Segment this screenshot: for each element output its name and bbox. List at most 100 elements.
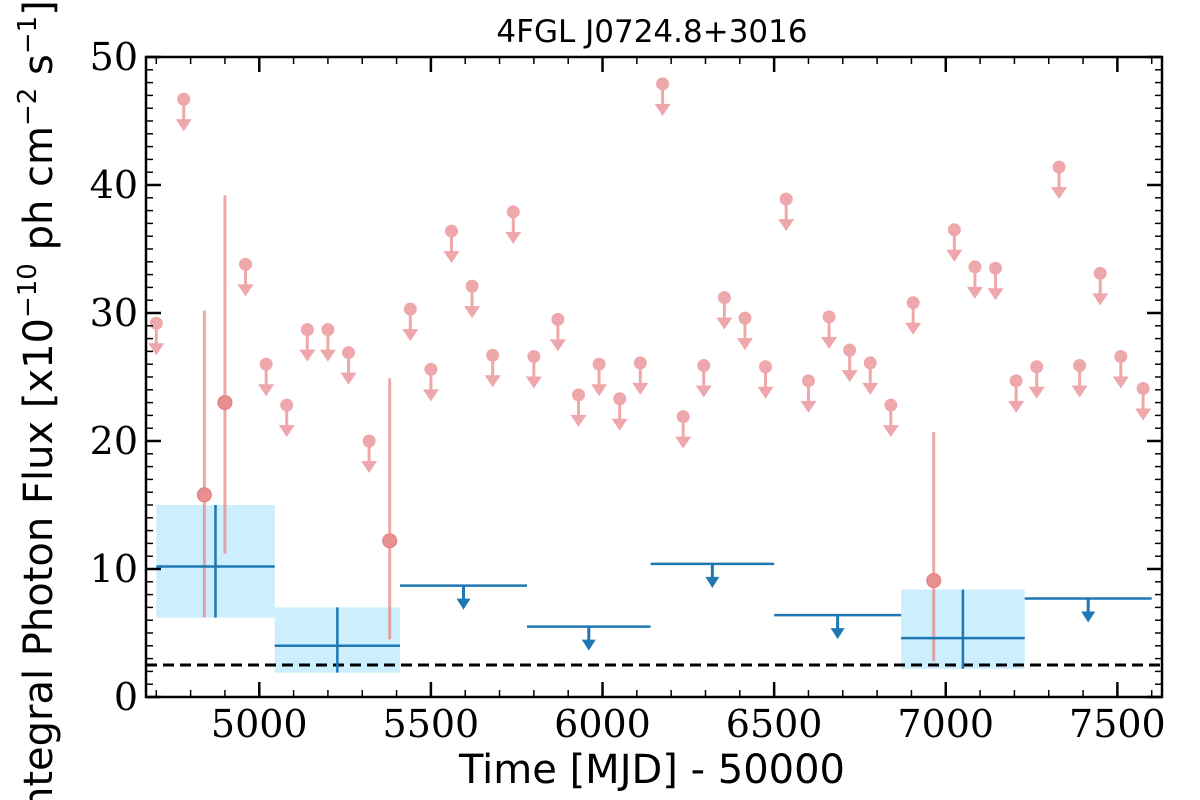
short-bin-upper-limit-point-35 bbox=[968, 260, 982, 274]
short-bin-upper-limit-27 bbox=[778, 192, 795, 232]
short-bin-upper-limit-30 bbox=[841, 343, 858, 383]
y-tick-label-20: 20 bbox=[90, 419, 138, 463]
short-bin-upper-limit-0 bbox=[148, 316, 165, 356]
short-bin-arrow-37-head bbox=[1008, 400, 1025, 413]
short-bin-upper-limit-5 bbox=[299, 323, 316, 362]
short-bin-upper-limit-point-10 bbox=[424, 362, 438, 376]
short-bin-upper-limit-point-30 bbox=[843, 343, 857, 357]
short-bin-arrow-22-head bbox=[675, 436, 692, 449]
short-bin-point-0 bbox=[196, 487, 212, 503]
short-bin-upper-limit-point-23 bbox=[697, 358, 711, 372]
x-tick-label-5500: 5500 bbox=[383, 702, 480, 746]
short-bin-arrow-13-head bbox=[484, 375, 501, 388]
short-bin-arrow-9-head bbox=[402, 329, 419, 342]
y-axis-label-exponent-2: −2 bbox=[13, 88, 43, 126]
short-bin-upper-limit-point-24 bbox=[717, 291, 731, 305]
plot-area bbox=[146, 77, 1162, 673]
short-bin-upper-limit-33 bbox=[905, 296, 922, 335]
short-bin-upper-limit-13 bbox=[484, 348, 501, 388]
y-axis-label-unit2: s bbox=[16, 54, 62, 88]
short-bin-arrow-3-head bbox=[258, 384, 275, 397]
short-bin-upper-limit-point-6 bbox=[321, 323, 335, 337]
short-bin-upper-limit-6 bbox=[319, 323, 336, 362]
short-bin-upper-limit-2 bbox=[237, 257, 254, 297]
short-bin-upper-limit-point-0 bbox=[149, 316, 163, 330]
short-bin-upper-limit-point-26 bbox=[759, 360, 773, 374]
short-bin-upper-limit-1 bbox=[175, 92, 192, 132]
short-bin-arrow-19-head bbox=[611, 418, 628, 431]
short-bin-upper-limit-point-34 bbox=[947, 223, 961, 237]
y-tick-label-0: 0 bbox=[114, 675, 138, 719]
short-bin-upper-limit-point-4 bbox=[280, 398, 294, 412]
short-bin-upper-limit-point-39 bbox=[1052, 160, 1066, 174]
short-bin-upper-limit-point-38 bbox=[1030, 360, 1044, 374]
short-bin-upper-limit-24 bbox=[716, 291, 733, 330]
short-bin-upper-limit-point-25 bbox=[738, 311, 752, 325]
short-bin-point-3 bbox=[926, 573, 942, 589]
short-bin-upper-limit-point-17 bbox=[571, 388, 585, 402]
short-bin-arrow-1-head bbox=[175, 119, 192, 132]
short-bin-upper-limit-36 bbox=[987, 261, 1004, 301]
long-bin-arrow-4-head bbox=[1081, 611, 1096, 623]
short-bin-arrow-30-head bbox=[841, 370, 858, 383]
short-bin-arrow-36-head bbox=[987, 288, 1004, 301]
short-bin-upper-limit-point-43 bbox=[1136, 382, 1150, 396]
short-bin-upper-limit-26 bbox=[757, 360, 774, 399]
y-tick-label-30: 30 bbox=[90, 291, 138, 335]
long-bin-arrow-2-head bbox=[705, 576, 720, 588]
short-bin-upper-limit-42 bbox=[1112, 350, 1129, 389]
short-bin-arrow-21-head bbox=[654, 103, 671, 116]
short-bin-upper-limit-15 bbox=[525, 350, 542, 389]
short-bin-arrow-24-head bbox=[716, 317, 733, 330]
short-bin-arrow-28-head bbox=[800, 400, 817, 413]
short-bin-upper-limit-point-29 bbox=[822, 310, 836, 324]
short-bin-upper-limit-37 bbox=[1008, 374, 1025, 413]
long-bin-arrow-1-head bbox=[581, 639, 596, 651]
short-bin-upper-limit-point-32 bbox=[884, 398, 898, 412]
short-bin-upper-limit-point-37 bbox=[1009, 374, 1023, 388]
short-bin-arrow-39-head bbox=[1051, 187, 1068, 200]
short-bin-point-1 bbox=[217, 395, 233, 411]
short-bin-upper-limit-point-12 bbox=[465, 279, 479, 293]
short-bin-arrow-15-head bbox=[525, 376, 542, 389]
short-bin-upper-limit-10 bbox=[422, 362, 439, 402]
x-tick-label-6000: 6000 bbox=[554, 702, 651, 746]
short-bin-arrow-0-head bbox=[148, 343, 165, 356]
short-bin-upper-limit-3 bbox=[258, 357, 275, 397]
short-bin-upper-limit-25 bbox=[736, 311, 753, 351]
short-bin-detection-2 bbox=[382, 378, 398, 640]
short-bin-upper-limit-11 bbox=[443, 224, 460, 264]
short-bin-upper-limit-9 bbox=[402, 302, 419, 342]
short-bin-arrow-26-head bbox=[757, 386, 774, 399]
y-axis-label-main: Integral Photon Flux [x10 bbox=[16, 318, 62, 800]
short-bin-arrow-27-head bbox=[778, 219, 795, 232]
short-bin-upper-limit-point-21 bbox=[656, 77, 670, 91]
short-bin-upper-limit-point-22 bbox=[676, 410, 690, 424]
short-bin-arrow-5-head bbox=[299, 349, 316, 362]
short-bin-arrow-14-head bbox=[505, 231, 522, 244]
short-bin-arrow-33-head bbox=[905, 322, 922, 335]
short-bin-upper-limit-point-42 bbox=[1114, 350, 1128, 364]
short-bin-arrow-35-head bbox=[966, 286, 983, 299]
short-bin-arrow-17-head bbox=[570, 414, 587, 427]
short-bin-upper-limit-16 bbox=[549, 312, 566, 352]
short-bin-upper-limit-point-3 bbox=[259, 357, 273, 371]
short-bin-upper-limit-43 bbox=[1135, 382, 1152, 421]
short-bin-upper-limit-35 bbox=[966, 260, 983, 299]
short-bin-arrow-38-head bbox=[1028, 386, 1045, 399]
short-bin-upper-limit-4 bbox=[278, 398, 295, 438]
short-bin-upper-limit-38 bbox=[1028, 360, 1045, 399]
short-bin-upper-limit-point-11 bbox=[444, 224, 458, 238]
short-bin-upper-limit-17 bbox=[570, 388, 587, 427]
long-bin-arrow-4 bbox=[1081, 598, 1096, 623]
short-bin-upper-limit-8 bbox=[361, 434, 378, 473]
short-bin-upper-limit-41 bbox=[1092, 266, 1109, 306]
short-bin-upper-limit-point-7 bbox=[342, 346, 356, 360]
short-bin-upper-limit-point-27 bbox=[779, 192, 793, 206]
short-bin-upper-limit-point-2 bbox=[239, 257, 253, 271]
long-bin-arrow-3 bbox=[830, 615, 845, 640]
short-bin-upper-limit-34 bbox=[946, 223, 963, 262]
short-bin-upper-limit-28 bbox=[800, 374, 817, 413]
short-bin-upper-limit-point-13 bbox=[486, 348, 500, 362]
short-bin-arrow-43-head bbox=[1135, 408, 1152, 421]
